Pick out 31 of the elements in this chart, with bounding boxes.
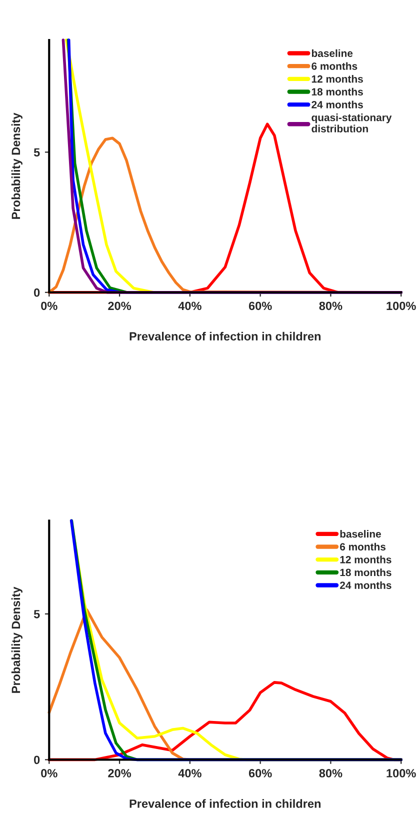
legend-label: 24 months [340,581,392,589]
x-axis-title: Prevalence of infection in children [130,332,321,341]
x-tick-label: 60% [248,302,272,310]
x-tick-label: 0% [41,769,58,778]
x-tick-label: 40% [178,769,202,778]
y-tick-label: 5 [34,148,40,157]
x-axis-title: Prevalence of infection in children [130,799,321,808]
legend-label: 24 months [312,100,363,108]
legend-label: 6 months [312,62,358,70]
y-axis-title: Probability Density [11,112,22,219]
legend-label: 12 months [312,75,363,83]
x-tick-label: 100% [386,302,416,310]
x-tick-label: 80% [319,302,342,310]
legend-label: 12 months [340,556,392,564]
x-tick-label: 40% [178,302,202,310]
y-tick-label: 0 [34,288,40,297]
x-tick-label: 0% [41,302,58,310]
y-tick-label: 5 [34,610,40,618]
legend-label: 18 months [312,88,363,96]
x-tick-label: 20% [108,769,132,778]
x-tick-label: 80% [319,769,342,778]
x-tick-label: 60% [248,769,272,778]
x-tick-label: 100% [386,769,416,778]
legend-label: baseline [340,530,381,538]
y-axis-title: Probability Density [11,586,22,693]
x-tick-label: 20% [108,302,132,310]
legend-label: quasi-stationary distribution [312,114,392,132]
legend-label: 18 months [340,568,392,576]
legend-label: baseline [312,49,353,58]
y-tick-label: 0 [34,756,40,764]
legend-label: 6 months [340,542,386,550]
